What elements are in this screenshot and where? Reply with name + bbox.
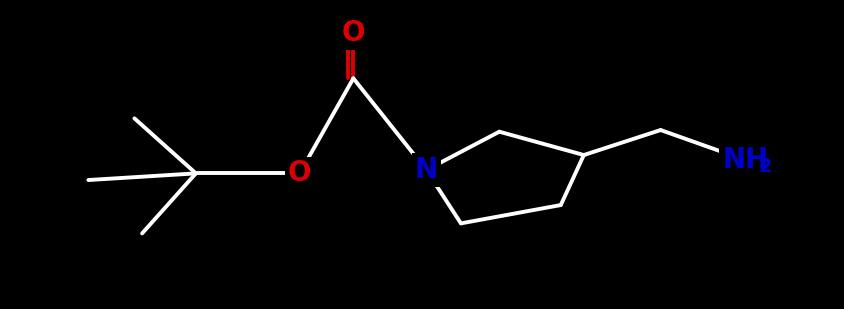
Text: O: O	[341, 19, 365, 47]
Text: O: O	[288, 159, 311, 187]
Text: N: N	[414, 156, 437, 184]
Text: 2: 2	[757, 157, 771, 176]
Text: NH: NH	[721, 146, 767, 174]
